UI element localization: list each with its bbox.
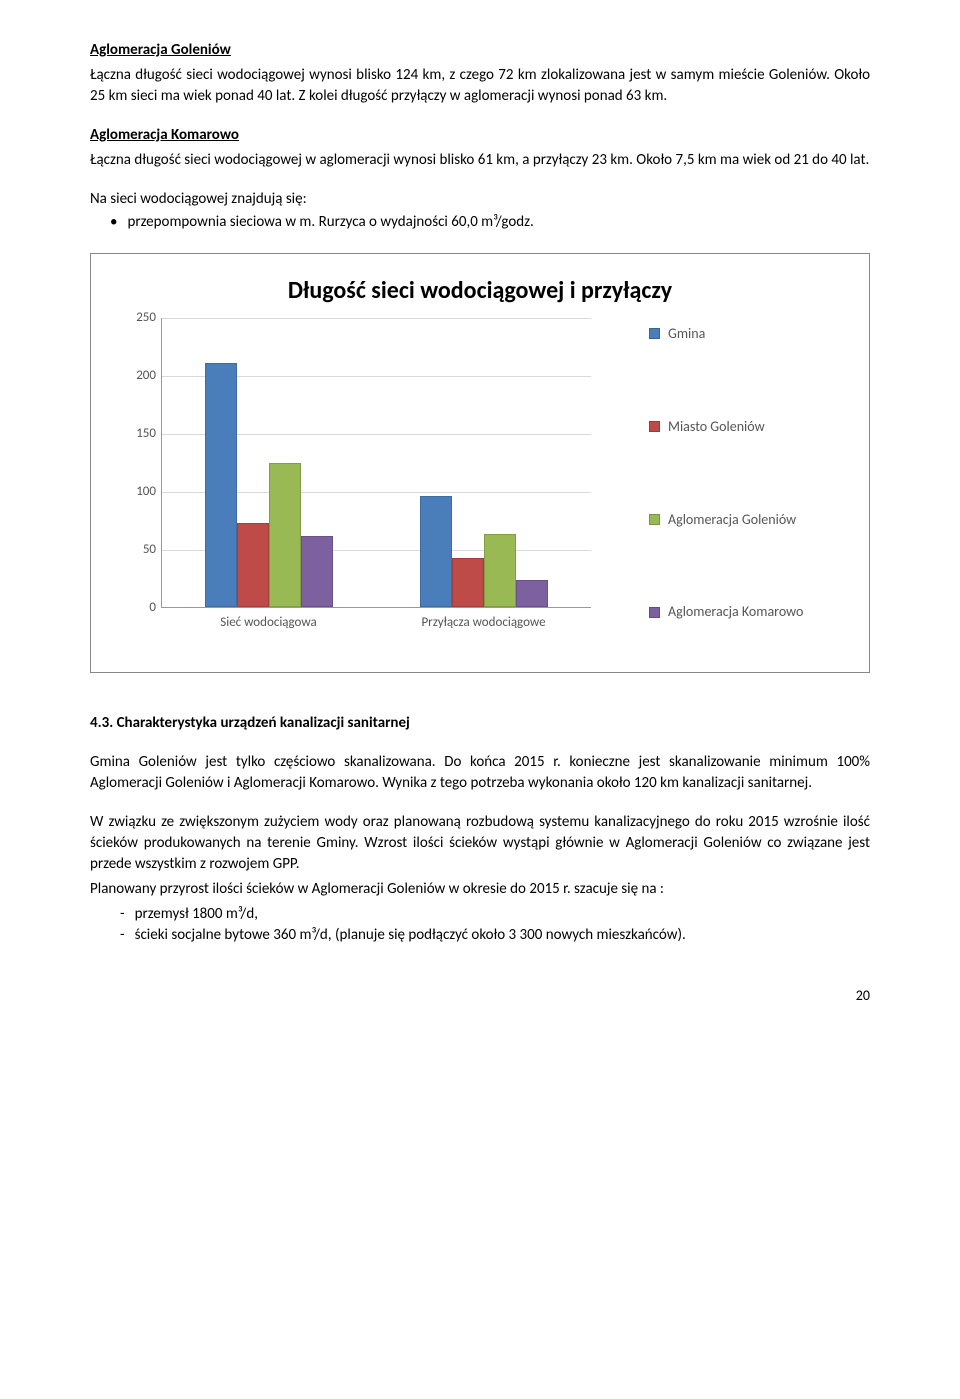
y-axis-tick: 100 [122,483,156,501]
heading-4-3: 4.3. Charakterystyka urządzeń kanalizacj… [90,713,870,734]
y-axis-tick: 200 [122,367,156,385]
chart-bar [301,536,333,607]
paragraph-lower-2: W związku ze zwiększonym zużyciem wody o… [90,812,870,875]
chart-title: Długość sieci wodociągowej i przyłączy [121,274,839,308]
section-title-komarowo: Aglomeracja Komarowo [90,125,870,146]
chart-bar [516,580,548,607]
legend-item: Aglomeracja Goleniów [649,510,839,530]
chart-legend: Gmina Miasto Goleniów Aglomeracja Goleni… [649,324,839,622]
legend-swatch [649,421,660,432]
paragraph-goleniow: Łączna długość sieci wodociągowej wynosi… [90,65,870,107]
legend-label: Aglomeracja Komarowo [668,602,803,622]
legend-label: Gmina [668,324,705,344]
legend-item: Miasto Goleniów [649,417,839,437]
paragraph-komarowo: Łączna długość sieci wodociągowej w aglo… [90,150,870,171]
paragraph-lower-1: Gmina Goleniów jest tylko częściowo skan… [90,752,870,794]
y-axis-tick: 50 [122,541,156,559]
dash-item: przemysł 1800 m³/d, [120,904,870,925]
legend-item: Aglomeracja Komarowo [649,602,839,622]
chart-plot-area: 050100150200250 [161,318,591,608]
x-axis-label: Sieć wodociągowa [161,614,376,632]
y-axis-tick: 250 [122,309,156,327]
legend-item: Gmina [649,324,839,344]
bullet-intro: Na sieci wodociągowej znajdują się: [90,189,870,210]
legend-swatch [649,328,660,339]
chart-bar [420,496,452,606]
chart-bar [237,523,269,607]
legend-label: Miasto Goleniów [668,417,765,437]
section-title-goleniow: Aglomeracja Goleniów [90,40,870,61]
page-number: 20 [90,986,870,1006]
y-axis-tick: 150 [122,425,156,443]
legend-label: Aglomeracja Goleniów [668,510,796,530]
chart-bar [205,363,237,607]
paragraph-lower-3: Planowany przyrost ilości ścieków w Aglo… [90,879,870,900]
dash-item: ścieki socjalne bytowe 360 m³/d, (planuj… [120,925,870,946]
chart-bar [269,463,301,607]
chart-container: Długość sieci wodociągowej i przyłączy 0… [90,253,870,673]
legend-swatch [649,514,660,525]
chart-bar [452,558,484,607]
chart-bar [484,534,516,607]
x-axis-label: Przyłącza wodociągowe [376,614,591,632]
bullet-item: przepompownia sieciowa w m. Rurzyca o wy… [110,212,870,233]
legend-swatch [649,607,660,618]
y-axis-tick: 0 [122,599,156,617]
